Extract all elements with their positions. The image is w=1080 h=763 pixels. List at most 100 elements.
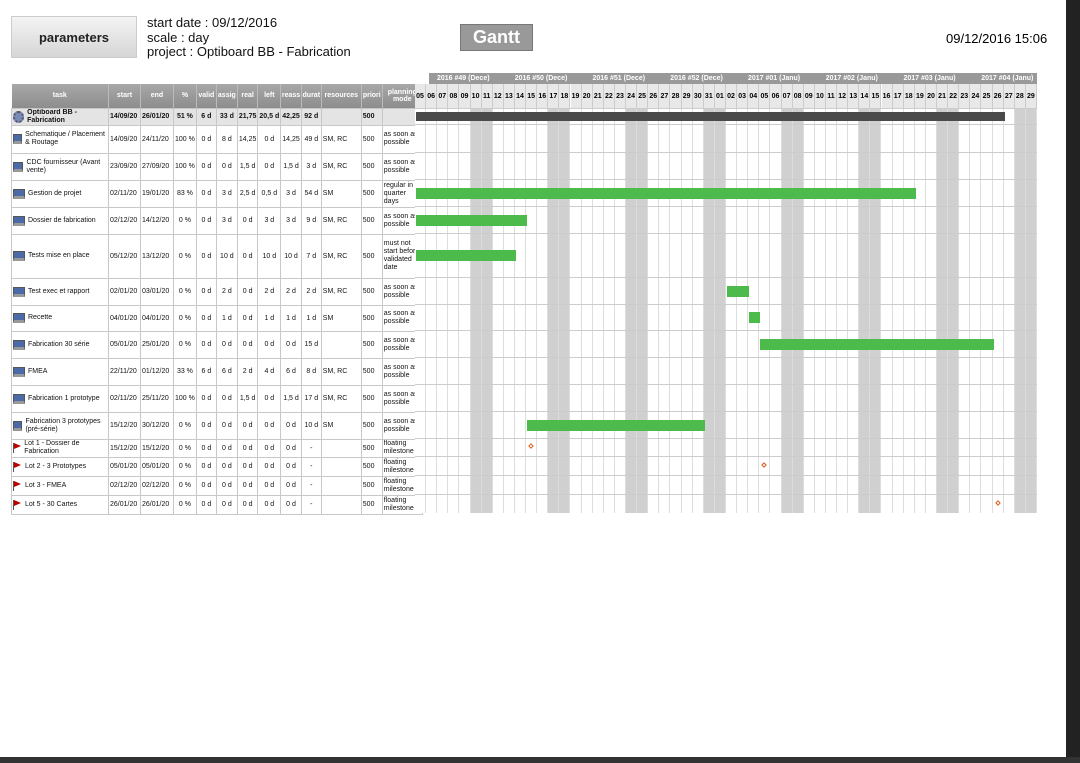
- cell-priori: 500: [360, 456, 383, 477]
- task-cell[interactable]: CDC fournisseur (Avant vente): [11, 152, 109, 181]
- column-header[interactable]: start: [108, 84, 141, 108]
- table-row[interactable]: Dossier de fabrication 02/12/20 14/12/20 0 …: [11, 206, 423, 235]
- computer-icon: [13, 420, 23, 431]
- task-cell[interactable]: Lot 2 - 3 Prototypes: [11, 456, 109, 477]
- column-header[interactable]: task: [11, 84, 109, 108]
- cell-durat: -: [300, 456, 322, 477]
- cell-priori: 500: [360, 206, 383, 235]
- cell-pct: 83 %: [173, 179, 197, 208]
- cell-reass: 0 d: [280, 494, 302, 515]
- cell-reass: 0 d: [280, 456, 302, 477]
- column-header[interactable]: durat: [301, 84, 322, 108]
- column-header[interactable]: real: [237, 84, 259, 108]
- column-header[interactable]: left: [257, 84, 282, 108]
- task-cell[interactable]: Lot 3 - FMEA: [11, 475, 109, 496]
- computer-icon: [13, 161, 24, 172]
- cell-durat: 7 d: [300, 233, 322, 279]
- cell-reass: 0 d: [280, 475, 302, 496]
- task-cell[interactable]: Fabrication 3 prototypes (pré-série): [11, 411, 109, 440]
- day-column: [881, 84, 893, 513]
- cell-priori: 500: [360, 152, 383, 181]
- task-cell[interactable]: Dossier de fabrication: [11, 206, 109, 235]
- day-label: 21: [592, 84, 604, 108]
- cell-priori: 500: [360, 233, 383, 279]
- row-divider: [415, 233, 1037, 234]
- cell-real: 0 d: [236, 233, 259, 279]
- task-cell[interactable]: Lot 1 - Dossier de Fabrication: [11, 438, 109, 458]
- column-header[interactable]: reass: [280, 84, 302, 108]
- task-cell[interactable]: FMEA: [11, 357, 109, 386]
- column-header[interactable]: assig: [216, 84, 238, 108]
- cell-end: 24/11/20: [140, 124, 174, 154]
- task-cell[interactable]: Optiboard BB - Fabrication: [11, 107, 109, 126]
- cell-resources: SM, RC: [320, 233, 362, 279]
- day-column: [948, 84, 960, 513]
- day-label: 07: [437, 84, 449, 108]
- week-label: 2016 #52 (Dece): [670, 75, 723, 82]
- day-label: 13: [503, 84, 515, 108]
- day-column: [1025, 84, 1037, 513]
- cell-reass: 10 d: [280, 233, 302, 279]
- day-label: 29: [681, 84, 693, 108]
- day-label: 06: [770, 84, 782, 108]
- cell-pct: 51 %: [173, 107, 197, 126]
- day-label: 21: [937, 84, 949, 108]
- cell-priori: 500: [360, 357, 383, 386]
- cell-reass: 0 d: [280, 330, 302, 359]
- table-row[interactable]: CDC fournisseur (Avant vente) 23/09/20 27/…: [11, 152, 423, 181]
- day-column: [526, 84, 538, 513]
- table-row[interactable]: Lot 2 - 3 Prototypes 05/01/20 05/01/20 0 % 0…: [11, 456, 423, 477]
- table-row[interactable]: Fabrication 1 prototype 02/11/20 25/11/20 1…: [11, 384, 423, 413]
- task-bar: [416, 214, 528, 226]
- task-cell[interactable]: Gestion de projet: [11, 179, 109, 208]
- table-row[interactable]: Gestion de projet 02/11/20 19/01/20 83 % 0 d…: [11, 179, 423, 208]
- task-cell[interactable]: Test exec et rapport: [11, 277, 109, 306]
- column-header[interactable]: end: [140, 84, 174, 108]
- table-row[interactable]: Fabrication 30 série 05/01/20 25/01/20 0 % 0…: [11, 330, 423, 359]
- row-divider: [415, 494, 1037, 495]
- table-row[interactable]: Schematique / Placement & Routage 14/09/2…: [11, 124, 423, 154]
- row-divider: [415, 124, 1037, 125]
- cell-valid: 0 d: [195, 411, 217, 440]
- cell-left: 0 d: [257, 330, 282, 359]
- task-cell[interactable]: Lot 5 - 30 Cartes: [11, 494, 109, 515]
- table-row[interactable]: Optiboard BB - Fabrication 14/09/20 26/01/…: [11, 107, 423, 126]
- cell-durat: 8 d: [300, 357, 322, 386]
- table-row[interactable]: Lot 1 - Dossier de Fabrication 15/12/20 15…: [11, 438, 423, 458]
- cell-pct: 0 %: [173, 438, 197, 458]
- cell-durat: -: [300, 475, 322, 496]
- task-cell[interactable]: Fabrication 30 série: [11, 330, 109, 359]
- day-column: [970, 84, 982, 513]
- column-header[interactable]: %: [173, 84, 197, 108]
- cell-end: 03/01/20: [140, 277, 174, 306]
- cell-valid: 0 d: [195, 438, 217, 458]
- day-label: 03: [737, 84, 749, 108]
- flag-icon: [13, 480, 22, 491]
- day-column: [415, 84, 427, 513]
- parameters-button[interactable]: parameters: [11, 16, 137, 58]
- task-cell[interactable]: Schematique / Placement & Routage: [11, 124, 109, 154]
- day-label: 15: [870, 84, 882, 108]
- column-header[interactable]: priori: [361, 84, 383, 108]
- task-table: task start end% valid assig real left reass dura…: [11, 84, 423, 515]
- cell-valid: 0 d: [195, 494, 217, 515]
- task-cell[interactable]: Fabrication 1 prototype: [11, 384, 109, 413]
- scale: scale : day: [147, 29, 210, 45]
- day-column: [637, 84, 649, 513]
- row-divider: [415, 411, 1037, 412]
- cell-resources: SM: [320, 411, 362, 440]
- table-row[interactable]: Test exec et rapport 02/01/20 03/01/20 0 % 0…: [11, 277, 423, 306]
- table-row[interactable]: Tests mise en place 05/12/20 13/12/20 0 % 0 …: [11, 233, 423, 279]
- column-header[interactable]: valid: [196, 84, 217, 108]
- row-divider: [415, 475, 1037, 476]
- task-name: Test exec et rapport: [28, 287, 90, 295]
- task-cell[interactable]: Tests mise en place: [11, 233, 109, 279]
- task-cell[interactable]: Recette: [11, 304, 109, 332]
- table-row[interactable]: Fabrication 3 prototypes (pré-série) 15/1…: [11, 411, 423, 440]
- column-header[interactable]: resources: [321, 84, 362, 108]
- cell-pct: 100 %: [173, 384, 197, 413]
